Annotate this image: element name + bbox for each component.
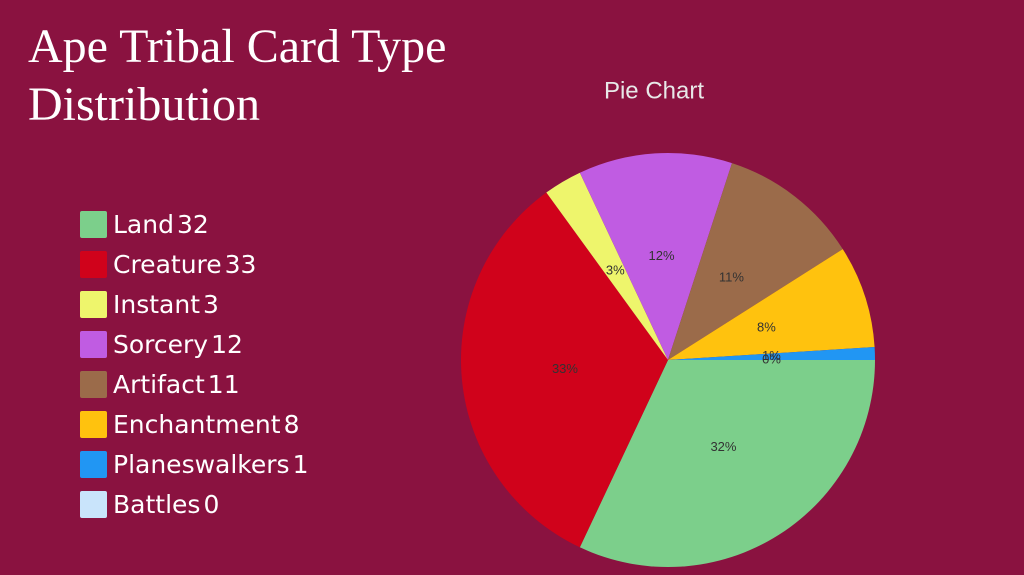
- legend-swatch: [80, 330, 107, 358]
- slice-label: 12%: [648, 248, 674, 263]
- legend-value: 3: [203, 289, 219, 319]
- legend-swatch: [80, 490, 107, 518]
- legend-label: Instant: [113, 289, 201, 319]
- legend-label: Land: [113, 209, 174, 239]
- legend-swatch: [80, 250, 107, 278]
- legend-item: Sorcery 12: [80, 324, 308, 364]
- legend-value: 0: [203, 489, 220, 519]
- pie-slice: [546, 172, 668, 360]
- slice-label: 3%: [606, 262, 625, 277]
- legend-swatch: [80, 290, 107, 318]
- pie-slice: [668, 163, 843, 360]
- pie-slice: [668, 249, 875, 360]
- legend: Land 32 Creature 33 Instant 3 Sorcery 12 Artifac…: [80, 204, 308, 524]
- slice-label: 1%: [762, 348, 781, 363]
- page-title: Ape Tribal Card Type Distribution: [28, 20, 447, 131]
- legend-label: Battles: [113, 489, 201, 519]
- slice-label: 0%: [762, 351, 781, 366]
- pie-slice: [668, 347, 875, 360]
- legend-swatch: [80, 450, 107, 478]
- legend-item: Instant 3: [80, 284, 308, 324]
- legend-swatch: [80, 210, 107, 238]
- legend-label: Artifact: [113, 369, 205, 399]
- legend-item: Creature 33: [80, 244, 308, 284]
- legend-value: 11: [207, 369, 240, 399]
- legend-label: Creature: [113, 249, 222, 279]
- legend-item: Land 32: [80, 204, 308, 244]
- pie-slice: [579, 360, 875, 567]
- legend-value: 33: [224, 249, 257, 279]
- legend-swatch: [80, 410, 107, 438]
- legend-item: Enchantment 8: [80, 404, 308, 444]
- legend-item: Planeswalkers 1: [80, 444, 308, 484]
- legend-value: 8: [283, 409, 300, 439]
- legend-label: Enchantment: [113, 409, 281, 439]
- chart-subtitle: Pie Chart: [604, 77, 704, 104]
- legend-value: 1: [292, 449, 309, 479]
- slice-label: 11%: [719, 270, 744, 285]
- slice-label: 32%: [710, 439, 736, 454]
- pie-slice: [579, 153, 732, 360]
- pie-slice: [460, 192, 668, 548]
- legend-value: 12: [211, 329, 243, 359]
- legend-label: Planeswalkers: [113, 449, 290, 479]
- slice-label: 33%: [552, 361, 578, 376]
- legend-swatch: [80, 370, 107, 398]
- legend-item: Artifact 11: [80, 364, 308, 404]
- legend-value: 32: [176, 209, 209, 239]
- legend-item: Battles 0: [80, 484, 308, 524]
- slice-label: 8%: [757, 319, 776, 334]
- legend-label: Sorcery: [113, 329, 209, 359]
